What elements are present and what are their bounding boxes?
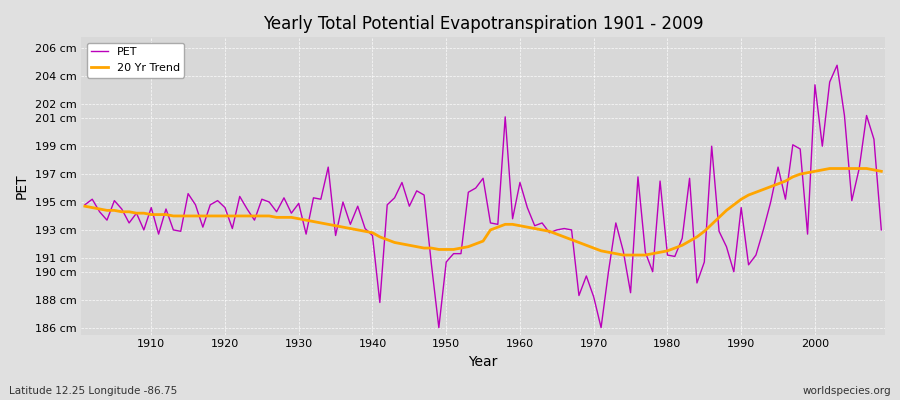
PET bbox=[434, 325, 445, 330]
Text: worldspecies.org: worldspecies.org bbox=[803, 386, 891, 396]
20 Yr Trend bbox=[508, 222, 518, 227]
20 Yr Trend bbox=[876, 169, 886, 174]
PET bbox=[610, 220, 621, 225]
PET bbox=[832, 63, 842, 68]
20 Yr Trend bbox=[345, 226, 356, 231]
PET bbox=[515, 180, 526, 185]
PET bbox=[301, 232, 311, 236]
PET bbox=[522, 205, 533, 210]
20 Yr Trend bbox=[603, 250, 614, 255]
PET bbox=[139, 228, 149, 232]
20 Yr Trend bbox=[824, 166, 835, 171]
Line: 20 Yr Trend: 20 Yr Trend bbox=[85, 168, 881, 255]
PET bbox=[876, 228, 886, 232]
Y-axis label: PET: PET bbox=[15, 173, 29, 199]
20 Yr Trend bbox=[617, 253, 628, 258]
20 Yr Trend bbox=[515, 223, 526, 228]
PET bbox=[345, 222, 356, 227]
Title: Yearly Total Potential Evapotranspiration 1901 - 2009: Yearly Total Potential Evapotranspiratio… bbox=[263, 15, 703, 33]
20 Yr Trend bbox=[139, 211, 149, 216]
Line: PET: PET bbox=[85, 65, 881, 328]
20 Yr Trend bbox=[79, 204, 90, 208]
20 Yr Trend bbox=[301, 218, 311, 222]
Text: Latitude 12.25 Longitude -86.75: Latitude 12.25 Longitude -86.75 bbox=[9, 386, 177, 396]
Legend: PET, 20 Yr Trend: PET, 20 Yr Trend bbox=[86, 43, 184, 78]
PET bbox=[79, 202, 90, 207]
X-axis label: Year: Year bbox=[468, 355, 498, 369]
